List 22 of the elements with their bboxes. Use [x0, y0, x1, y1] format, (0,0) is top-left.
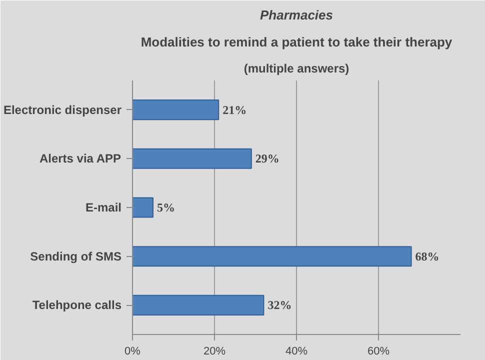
bar: [132, 148, 252, 169]
data-label: 32%: [268, 298, 292, 312]
data-label: 21%: [222, 102, 247, 117]
bar: [132, 197, 154, 218]
y-tick-label: Alerts via APP: [39, 152, 122, 166]
y-tick-label: Electronic dispenser: [3, 102, 122, 117]
y-tick-label: E-mail: [85, 200, 122, 214]
data-label: 29%: [255, 152, 280, 166]
y-tick-label: Sending of SMS: [30, 249, 122, 264]
data-label: 5%: [157, 200, 175, 214]
data-label: 68%: [415, 249, 440, 264]
bar: [132, 100, 220, 120]
bar: [132, 246, 412, 267]
x-tick-label: 20%: [203, 346, 226, 358]
chart-subtitle: Modalities to remind a patient to take their therapy: [140, 34, 453, 50]
text: (multiple answers): [244, 62, 350, 76]
bar: [132, 294, 264, 316]
chart-title: Pharmacies: [260, 8, 334, 22]
y-tick-label: Telehpone calls: [32, 298, 122, 312]
x-tick-label: 60%: [367, 346, 390, 358]
x-tick-label: 0%: [124, 346, 141, 358]
x-tick-label: 40%: [285, 346, 308, 358]
